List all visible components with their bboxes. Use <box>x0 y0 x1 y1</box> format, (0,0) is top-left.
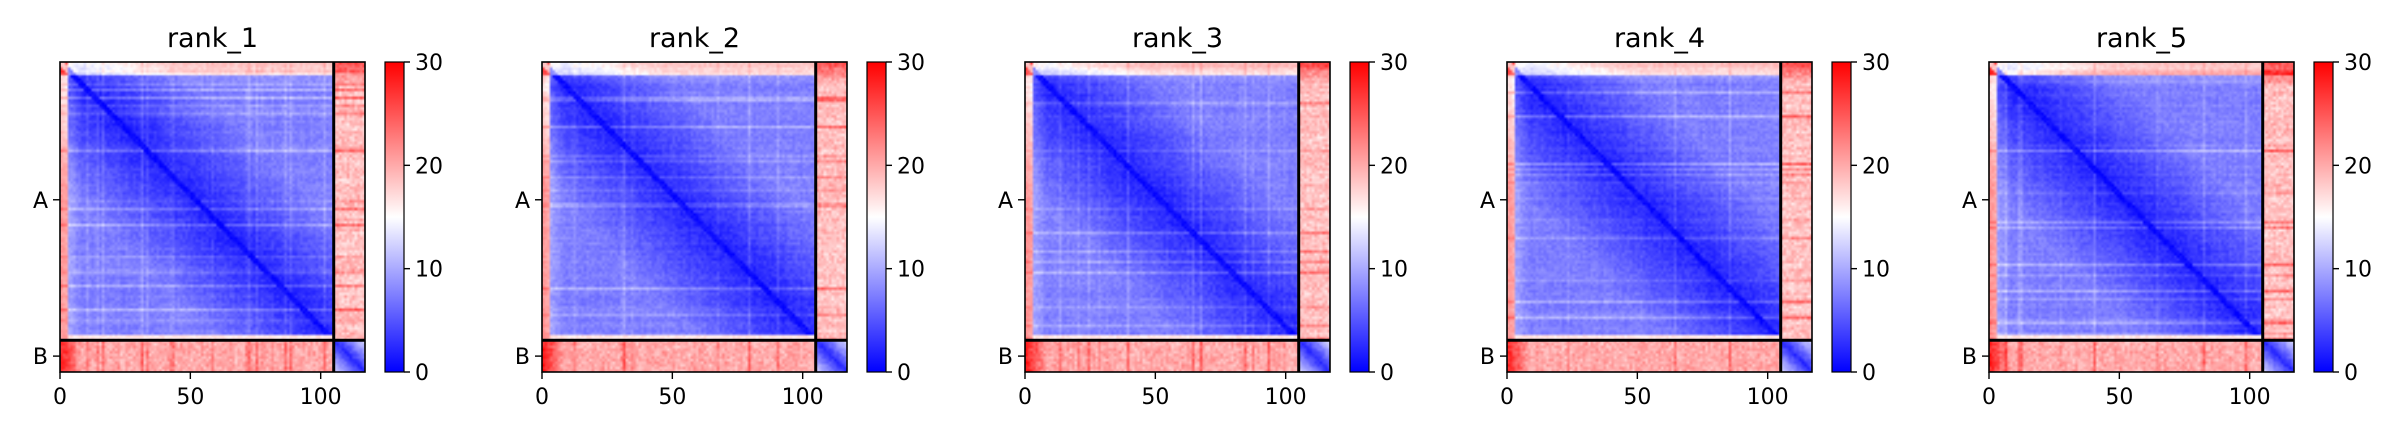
y-tick-label-B: B <box>515 345 530 370</box>
y-tick-label-B: B <box>1962 345 1977 370</box>
x-tick-label: 0 <box>1018 385 1032 410</box>
y-tick-label-B: B <box>998 345 1013 370</box>
pae-heatmap <box>1989 62 2294 372</box>
colorbar-tick-label: 0 <box>415 361 429 386</box>
colorbar-tick-label: 20 <box>1862 154 1890 179</box>
colorbar-tick-label: 0 <box>2344 361 2358 386</box>
colorbar-tick-label: 30 <box>415 51 443 76</box>
axes-frame <box>1506 61 1813 373</box>
panel-title: rank_2 <box>649 23 740 54</box>
y-tick-label-A: A <box>515 189 530 214</box>
x-tick-label: 0 <box>1500 385 1514 410</box>
y-tick-label-A: A <box>1962 189 1977 214</box>
x-tick-label: 100 <box>300 385 342 410</box>
panel-title: rank_4 <box>1614 23 1705 54</box>
x-tick-label: 50 <box>1141 385 1169 410</box>
colorbar-tick-label: 10 <box>1862 258 1890 283</box>
y-tick-label-A: A <box>998 189 1013 214</box>
colorbar-tick-label: 20 <box>2344 154 2372 179</box>
x-tick-label: 0 <box>535 385 549 410</box>
colorbar-tick-label: 30 <box>1862 51 1890 76</box>
colorbar <box>866 61 887 373</box>
axes-frame <box>541 61 848 373</box>
x-tick-label: 50 <box>2105 385 2133 410</box>
colorbar-tick-label: 10 <box>415 258 443 283</box>
colorbar-tick-label: 0 <box>897 361 911 386</box>
colorbar <box>1349 61 1370 373</box>
y-tick-label-A: A <box>1480 189 1495 214</box>
colorbar-tick-label: 20 <box>897 154 925 179</box>
colorbar-tick-label: 20 <box>415 154 443 179</box>
colorbar-tick-label: 30 <box>2344 51 2372 76</box>
x-tick-label: 100 <box>1265 385 1307 410</box>
colorbar <box>384 61 405 373</box>
panel-title: rank_1 <box>167 23 258 54</box>
colorbar-tick-label: 10 <box>897 258 925 283</box>
axes-frame <box>1988 61 2295 373</box>
colorbar-tick-label: 10 <box>1380 258 1408 283</box>
pae-heatmap <box>1507 62 1812 372</box>
x-tick-label: 100 <box>2229 385 2271 410</box>
x-tick-label: 100 <box>1747 385 1789 410</box>
x-tick-label: 100 <box>782 385 824 410</box>
colorbar-tick-label: 0 <box>1862 361 1876 386</box>
pae-heatmap <box>60 62 365 372</box>
colorbar-tick-label: 30 <box>1380 51 1408 76</box>
y-tick-label-B: B <box>33 345 48 370</box>
x-tick-label: 50 <box>176 385 204 410</box>
axes-frame <box>59 61 366 373</box>
y-tick-label-A: A <box>33 189 48 214</box>
colorbar-tick-label: 10 <box>2344 258 2372 283</box>
colorbar-tick-label: 20 <box>1380 154 1408 179</box>
x-tick-label: 50 <box>658 385 686 410</box>
x-tick-label: 50 <box>1623 385 1651 410</box>
pae-heatmap <box>542 62 847 372</box>
colorbar <box>1831 61 1852 373</box>
colorbar-tick-label: 30 <box>897 51 925 76</box>
colorbar-tick-label: 0 <box>1380 361 1394 386</box>
panel-title: rank_3 <box>1132 23 1223 54</box>
panel-title: rank_5 <box>2096 23 2187 54</box>
y-tick-label-B: B <box>1480 345 1495 370</box>
pae-heatmap <box>1025 62 1330 372</box>
axes-frame <box>1024 61 1331 373</box>
x-tick-label: 0 <box>53 385 67 410</box>
colorbar <box>2313 61 2334 373</box>
x-tick-label: 0 <box>1982 385 1996 410</box>
